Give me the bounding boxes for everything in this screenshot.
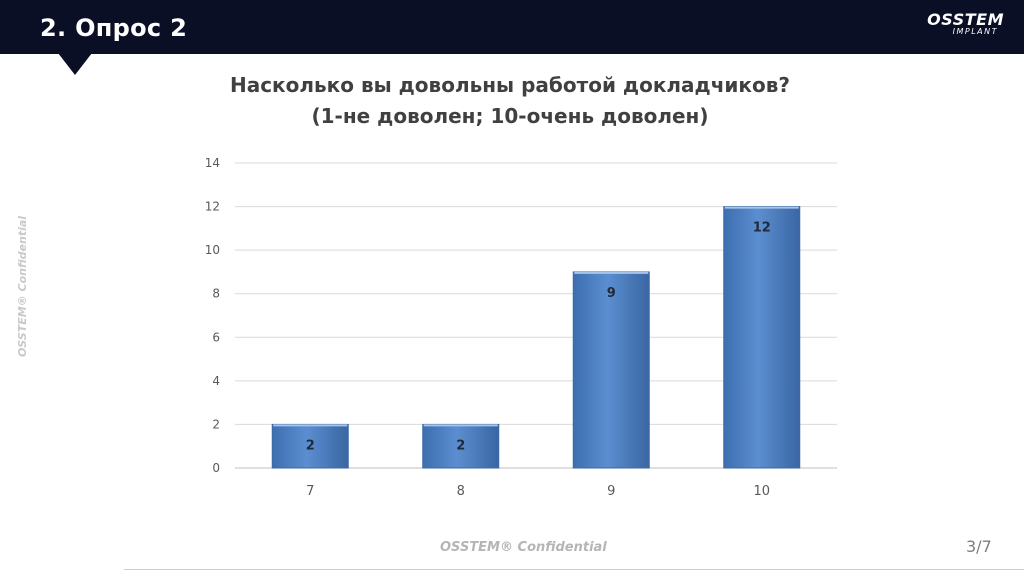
page-number: 3/7	[966, 537, 992, 556]
bar-data-label: 9	[607, 286, 616, 301]
bars: 2 2 9 12	[271, 206, 801, 469]
bar	[723, 206, 801, 469]
x-tick-label: 7	[306, 484, 314, 499]
logo-brand: OSSTEM	[927, 10, 1004, 29]
x-tick-label: 8	[457, 484, 465, 499]
y-tick-label: 2	[212, 417, 220, 431]
y-tick-label: 6	[212, 330, 220, 344]
watermark-left: OSSTEM® Confidential	[16, 215, 30, 358]
y-tick-label: 12	[205, 200, 220, 214]
bar-data-label: 2	[456, 438, 465, 453]
y-axis-ticks: 0 2 4 6 8 10 12 14	[205, 156, 220, 475]
bar	[271, 423, 349, 469]
header-notch	[58, 53, 92, 75]
chart-title-line-2: (1-не доволен; 10-очень доволен)	[311, 104, 709, 128]
bar-data-label: 12	[753, 221, 771, 236]
y-tick-label: 14	[205, 156, 220, 170]
slide-title: 2. Опрос 2	[40, 14, 188, 42]
bar	[572, 271, 650, 469]
chart-title-line-1: Насколько вы довольны работой докладчико…	[229, 73, 791, 97]
watermark-bottom: OSSTEM® Confidential	[440, 540, 607, 555]
chart-title: Насколько вы довольны работой докладчико…	[150, 70, 870, 132]
bar-data-label: 2	[306, 438, 315, 453]
y-tick-label: 10	[205, 243, 220, 257]
footer-divider	[124, 569, 1024, 570]
x-tick-label: 10	[753, 484, 770, 499]
x-tick-label: 9	[607, 484, 615, 499]
header-bar: 2. Опрос 2 OSSTEM IMPLANT	[0, 0, 1024, 54]
y-tick-label: 0	[212, 461, 220, 475]
bar	[422, 423, 500, 469]
y-tick-label: 8	[212, 287, 220, 301]
y-tick-label: 4	[212, 374, 220, 388]
logo-sub: IMPLANT	[952, 27, 998, 36]
osstem-logo: OSSTEM IMPLANT	[927, 10, 1004, 36]
x-axis-ticks: 7 8 9 10	[306, 484, 770, 499]
